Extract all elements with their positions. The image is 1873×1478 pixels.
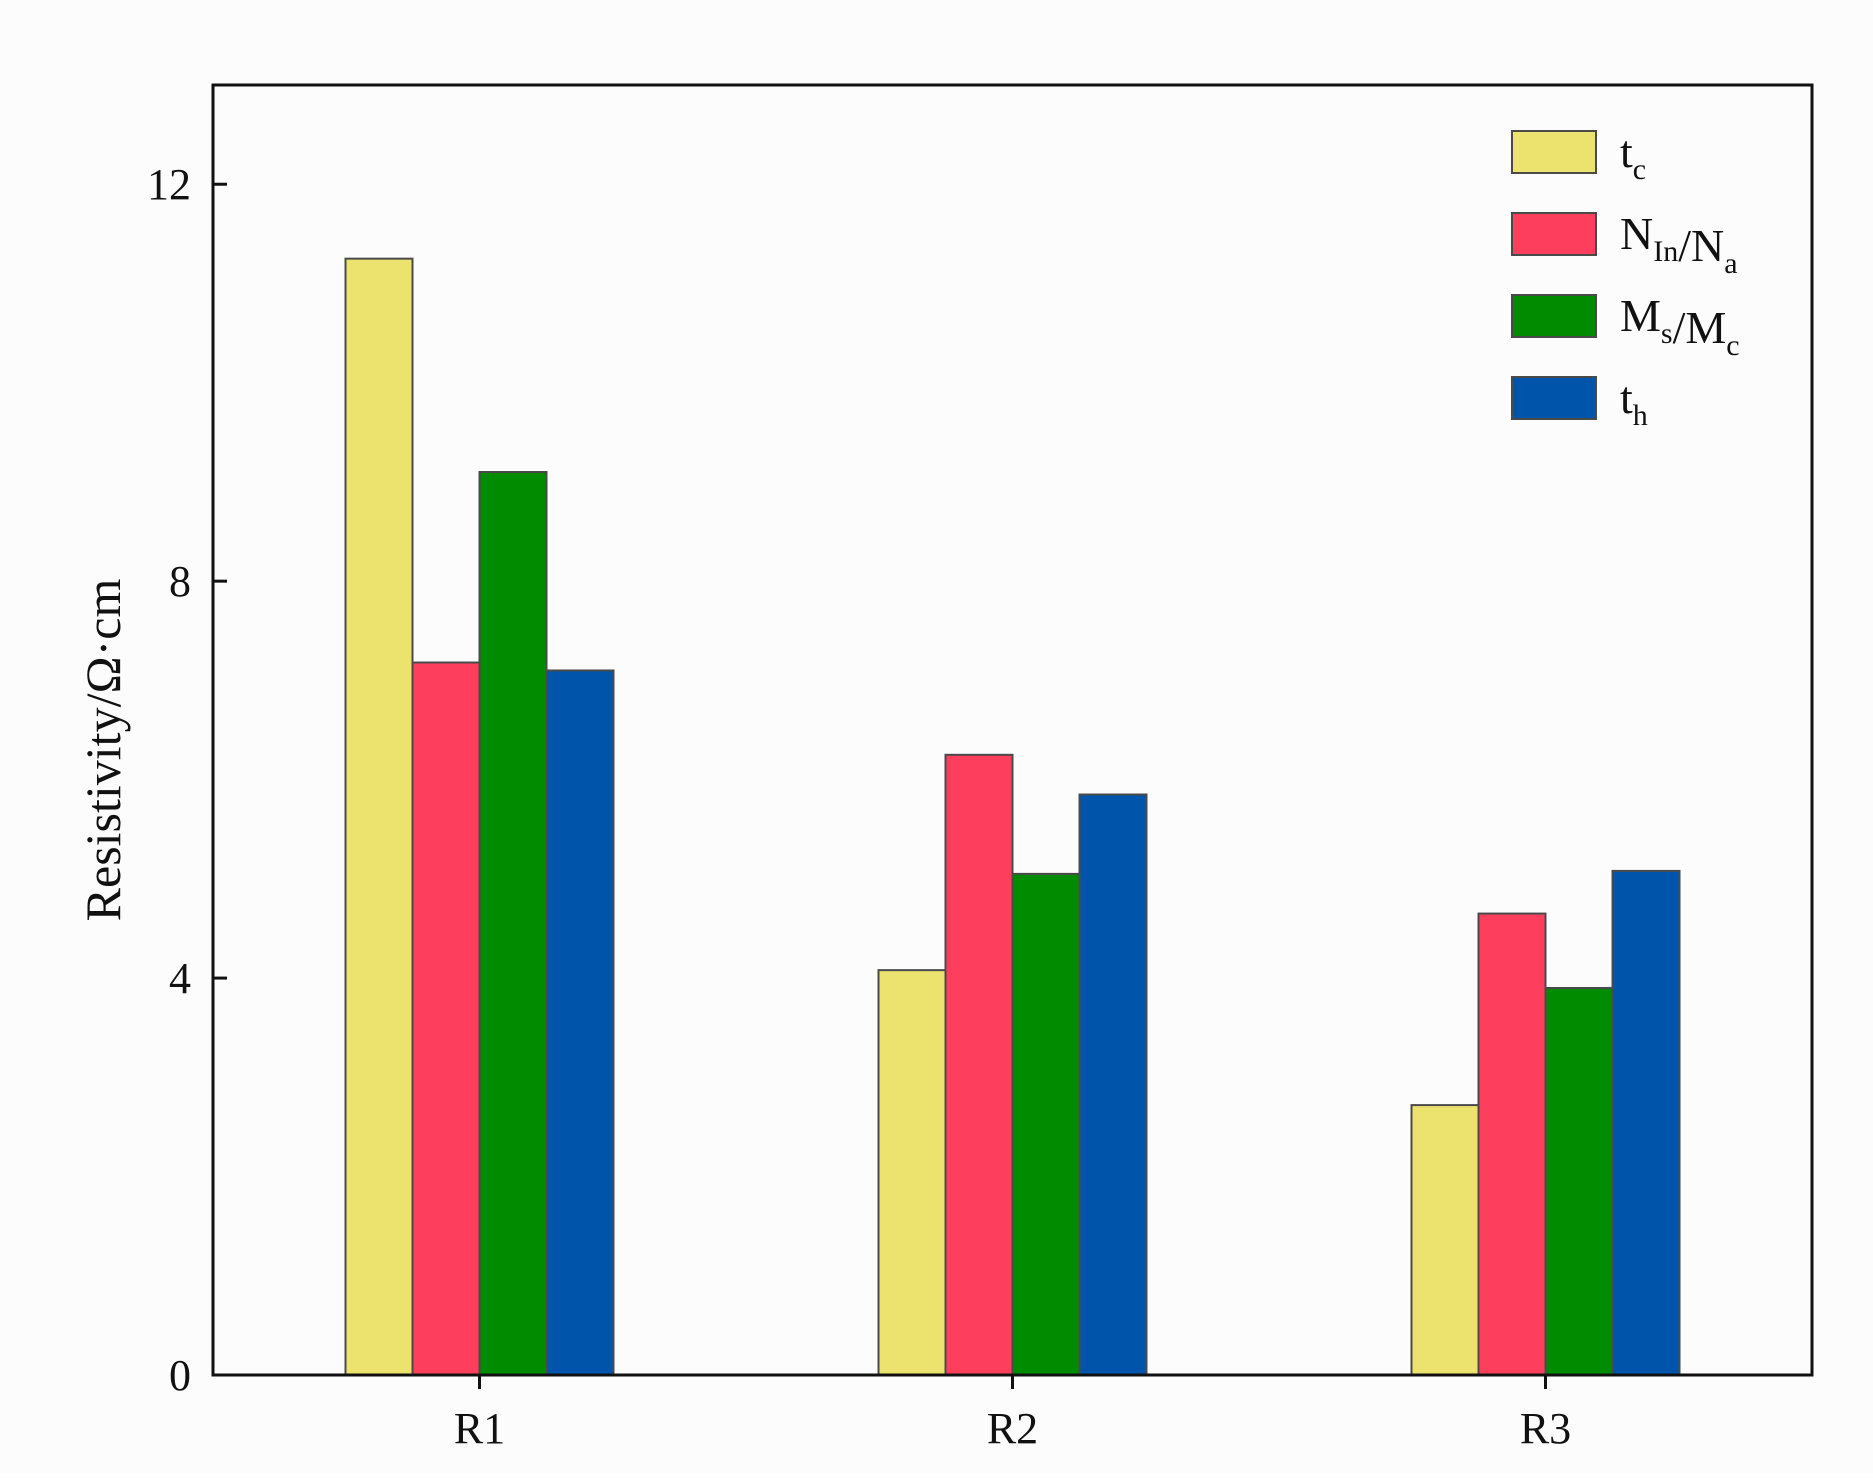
y-tick-label: 0 xyxy=(169,1351,191,1400)
y-tick-label: 12 xyxy=(147,160,191,209)
bar-ninna-r3 xyxy=(1477,912,1547,1376)
bar-msmc-r3 xyxy=(1544,987,1614,1376)
bars-layer xyxy=(344,257,1681,1377)
axes-layer: 0 4 8 12 R1 R2 R3 xyxy=(147,83,1814,1453)
bar-tc-r2 xyxy=(877,969,947,1377)
bar-th-r1 xyxy=(545,669,615,1376)
y-axis-title: Resistivity/Ω·cm xyxy=(75,579,131,922)
bar-msmc-r2 xyxy=(1011,872,1081,1377)
legend-label: tc xyxy=(1620,126,1646,186)
x-tick-label: R2 xyxy=(987,1404,1038,1453)
bar-th-r3 xyxy=(1611,869,1681,1377)
bar-ninna-r2 xyxy=(944,753,1014,1376)
y-tick-label: 4 xyxy=(169,954,191,1003)
bar-ninna-r1 xyxy=(411,661,481,1376)
legend-label: Ms/Mc xyxy=(1620,290,1740,362)
bar-tc-r3 xyxy=(1410,1104,1480,1376)
legend-swatch xyxy=(1511,294,1597,338)
y-tick-label: 8 xyxy=(169,557,191,606)
x-tick-label: R1 xyxy=(454,1404,505,1453)
legend-swatch xyxy=(1511,376,1597,420)
legend-swatch xyxy=(1511,212,1597,256)
legend-label: th xyxy=(1620,372,1648,432)
legend: tc NIn/Na Ms/Mc th xyxy=(1511,126,1740,432)
bar-th-r2 xyxy=(1078,793,1148,1376)
bar-msmc-r1 xyxy=(478,471,548,1376)
legend-swatch xyxy=(1511,130,1597,174)
x-tick-label: R3 xyxy=(1520,1404,1571,1453)
bar-tc-r1 xyxy=(344,257,414,1377)
legend-label: NIn/Na xyxy=(1620,208,1738,280)
